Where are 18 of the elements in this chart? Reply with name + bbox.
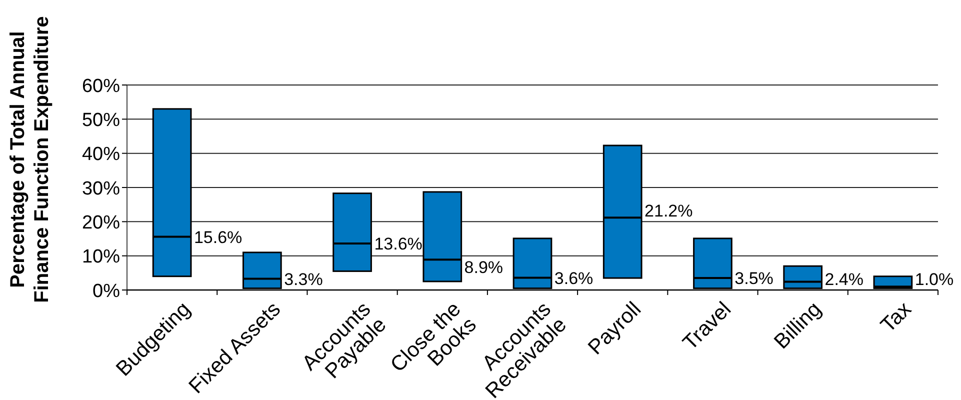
y-tick-label: 50% [82, 110, 120, 132]
y-tick-label: 0% [92, 280, 120, 302]
y-tick-label: 30% [82, 178, 120, 200]
annotation: 13.6% [374, 234, 422, 254]
annotation: 3.5% [734, 269, 774, 288]
x-tick-label: Tax [876, 297, 916, 338]
annotation: 3.3% [284, 270, 323, 289]
y-tick-label: 10% [82, 246, 120, 268]
annotation: 21.2% [644, 202, 693, 221]
annotation: 1.0% [914, 270, 954, 289]
annotation: 2.4% [824, 270, 864, 289]
annotation: 8.9% [464, 258, 504, 278]
y-tick-label: 40% [82, 144, 120, 166]
annotation: 15.6% [194, 228, 242, 247]
y-tick-label: 60% [82, 76, 120, 97]
y-axis-title: Percentage of Total Annual Finance Function Expenditure [7, 16, 53, 303]
y-tick-label: 20% [82, 212, 120, 234]
annotation: 3.6% [554, 268, 594, 288]
